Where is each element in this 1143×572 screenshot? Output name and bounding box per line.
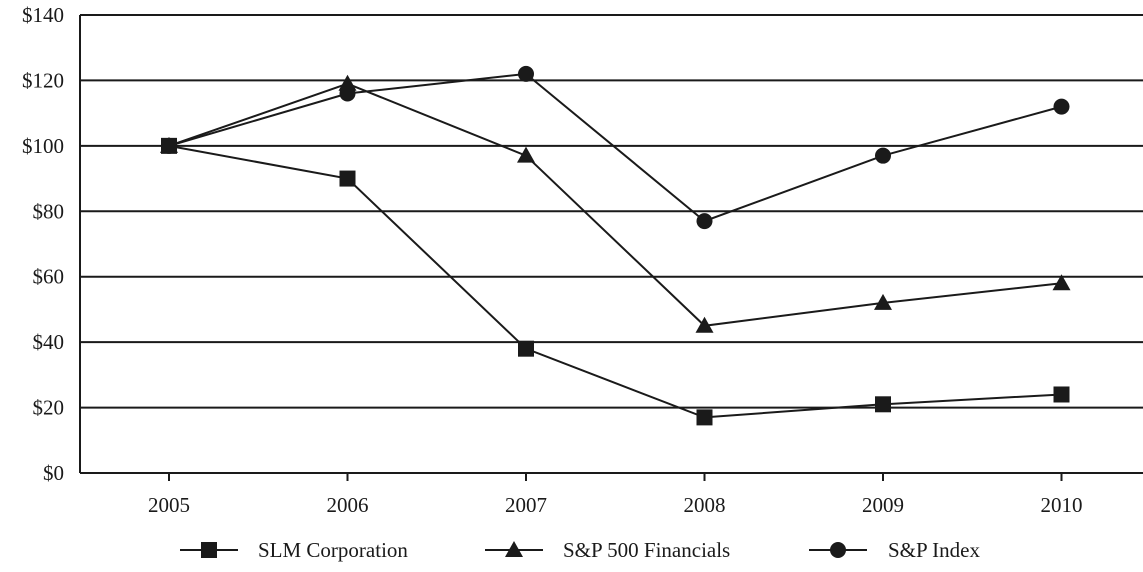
data-point-slm-corporation <box>339 170 356 187</box>
series-slm-corporation <box>161 137 1070 426</box>
data-point-s-p-index <box>339 85 356 102</box>
data-point-slm-corporation <box>518 340 534 357</box>
x-tick-label: 2005 <box>148 493 190 517</box>
data-point-s-p-index <box>875 147 891 164</box>
data-point-s-p-500-financials <box>1052 274 1071 291</box>
legend-item-s-p-index: S&P Index <box>809 538 980 562</box>
data-point-s-p-500-financials <box>338 74 357 91</box>
legend-label: S&P 500 Financials <box>563 538 730 562</box>
x-tick-label: 2008 <box>684 493 726 517</box>
y-tick-label: $80 <box>33 199 65 223</box>
legend-label: S&P Index <box>888 538 980 562</box>
gridlines <box>80 14 1143 409</box>
data-point-s-p-500-financials <box>874 293 892 310</box>
y-tick-label: $140 <box>22 3 64 27</box>
series-line-s-p-500-financials <box>168 82 1062 327</box>
series-s-p-index <box>161 65 1070 230</box>
y-tick-label: $120 <box>22 68 64 92</box>
data-point-s-p-index <box>518 65 534 82</box>
data-point-s-p-index <box>161 137 177 154</box>
y-tick-label: $60 <box>33 265 65 289</box>
series-s-p-500-financials <box>160 74 1071 333</box>
legend-marker-triangle <box>505 541 523 557</box>
y-tick-label: $40 <box>33 330 65 354</box>
legend: SLM Corporation S&P 500 Financials S&P Ind… <box>180 538 980 562</box>
x-tick-label: 2007 <box>505 493 547 517</box>
data-point-s-p-index <box>696 213 713 230</box>
legend-marker-circle <box>830 542 846 558</box>
x-tick-label: 2006 <box>327 493 369 517</box>
legend-item-slm-corporation: SLM Corporation <box>180 538 408 562</box>
data-point-s-p-500-financials <box>517 146 535 163</box>
axes: $0 $20 $40 $60 $80 $100 $120 $140 2005 2006 2007 20… <box>22 3 1143 517</box>
y-tick-label: $100 <box>22 134 64 158</box>
x-tick-label: 2010 <box>1041 493 1083 517</box>
x-tick-label: 2009 <box>862 493 904 517</box>
series-line-slm-corporation <box>168 144 1062 419</box>
series-line-s-p-index <box>168 72 1062 223</box>
data-point-slm-corporation <box>696 409 713 426</box>
data-point-s-p-500-financials <box>695 316 714 333</box>
data-point-slm-corporation <box>875 396 891 413</box>
data-point-slm-corporation <box>1053 386 1070 403</box>
legend-label: SLM Corporation <box>258 538 408 562</box>
y-tick-label: $0 <box>43 461 64 485</box>
legend-item-s-p-500-financials: S&P 500 Financials <box>485 538 730 562</box>
data-point-s-p-index <box>1053 98 1070 115</box>
legend-marker-square <box>201 542 217 558</box>
y-tick-label: $20 <box>33 396 65 420</box>
series-lines <box>160 65 1071 426</box>
